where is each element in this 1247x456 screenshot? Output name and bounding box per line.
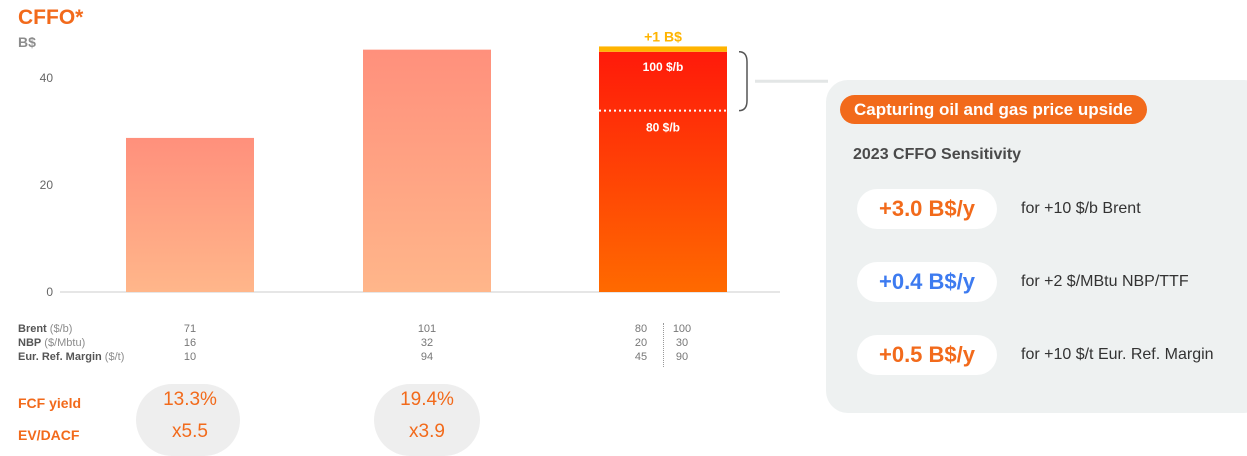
table-cell: 100 <box>672 323 692 335</box>
sensitivity-value: +0.5 B$/y <box>857 335 997 375</box>
sensitivity-description: for +10 $/b Brent <box>1021 200 1141 217</box>
metric-label: EV/DACF <box>18 427 80 443</box>
row-unit: ($/b) <box>46 323 73 335</box>
table-row-label: NBP ($/Mbtu) <box>18 337 85 349</box>
y-tick-label: 0 <box>46 285 53 299</box>
table-cell: 32 <box>420 337 434 349</box>
bar-2021 <box>126 137 254 292</box>
metric-value: 19.4% <box>400 389 454 410</box>
table-cell: 101 <box>417 323 437 335</box>
row-unit: ($/Mbtu) <box>41 337 86 349</box>
table-row-label: Brent ($/b) <box>18 323 72 335</box>
table-cell: 10 <box>183 351 197 363</box>
label-100-per-barrel: 100 $/b <box>643 60 684 74</box>
chart-unit: B$ <box>18 34 36 50</box>
row-unit: ($/t) <box>101 351 125 363</box>
table-cell: 90 <box>675 351 689 363</box>
row-name: Brent <box>18 323 47 335</box>
scenario-divider <box>663 323 664 367</box>
cffo-bar-chart: 0204020212022100 $/b80 $/b+1 B$2023 <box>40 28 828 299</box>
bar-2023 <box>599 51 727 292</box>
upside-badge: Capturing oil and gas price upside <box>840 95 1147 124</box>
table-cell: 94 <box>420 351 434 363</box>
y-tick-label: 20 <box>40 178 54 192</box>
sensitivity-value: +0.4 B$/y <box>857 262 997 302</box>
table-cell: 30 <box>675 337 689 349</box>
metric-value: x3.9 <box>409 421 445 442</box>
bar-2023-extra <box>599 46 727 52</box>
chart-title: CFFO* <box>18 6 84 29</box>
table-cell: 16 <box>183 337 197 349</box>
label-80-per-barrel: 80 $/b <box>646 121 680 135</box>
sensitivity-value: +3.0 B$/y <box>857 189 997 229</box>
table-cell: 71 <box>183 323 197 335</box>
y-tick-label: 40 <box>40 71 54 85</box>
sensitivity-bracket <box>738 51 748 112</box>
metric-value: x5.5 <box>172 421 208 442</box>
row-name: NBP <box>18 337 42 349</box>
sensitivity-description: for +2 $/MBtu NBP/TTF <box>1021 273 1189 290</box>
metric-label: FCF yield <box>18 395 82 411</box>
sensitivity-title: 2023 CFFO Sensitivity <box>853 146 1022 163</box>
table-row-label: Eur. Ref. Margin ($/t) <box>18 351 124 363</box>
sensitivity-description: for +10 $/t Eur. Ref. Margin <box>1021 346 1214 363</box>
row-name: Eur. Ref. Margin <box>18 351 102 363</box>
metric-value: 13.3% <box>163 389 217 410</box>
table-cell: 80 <box>634 323 648 335</box>
metric-pill-bg <box>374 384 480 456</box>
extra-value-label: +1 B$ <box>644 28 682 44</box>
bar-2022 <box>363 49 491 292</box>
metric-pill-bg <box>136 384 240 456</box>
table-cell: 45 <box>634 351 648 363</box>
table-cell: 20 <box>634 337 648 349</box>
